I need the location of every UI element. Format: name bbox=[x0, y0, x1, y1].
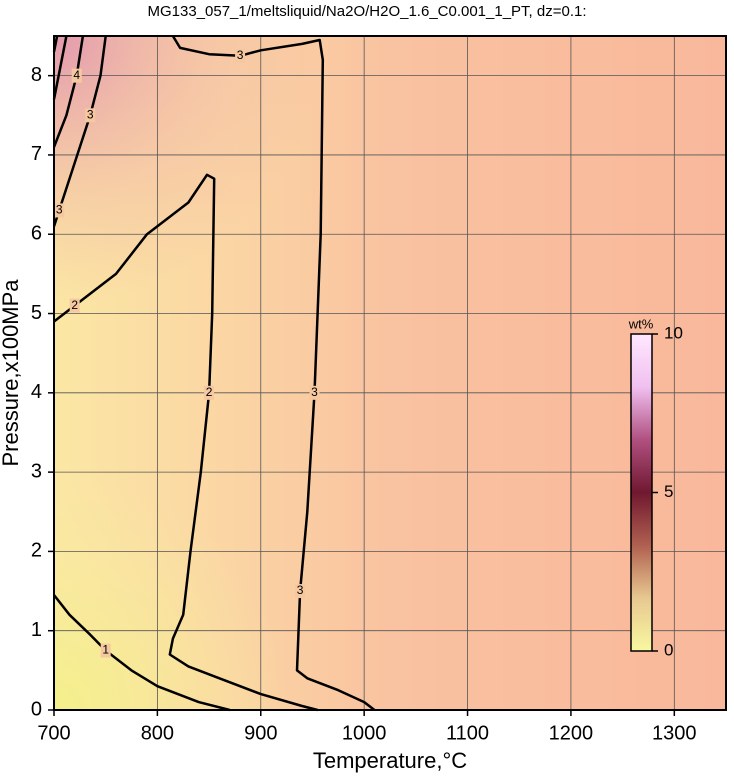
colorbar: wt% 0 5 10 bbox=[628, 316, 683, 659]
y-tick-label: 6 bbox=[31, 223, 42, 245]
y-tick-label: 1 bbox=[31, 619, 42, 641]
contour-label: 4 bbox=[73, 68, 80, 82]
contour-label-bg bbox=[309, 385, 320, 400]
y-tick-label: 8 bbox=[31, 64, 42, 86]
contour-line bbox=[52, 35, 85, 148]
contour-label-bg bbox=[85, 108, 96, 123]
colorbar-tick-label: 5 bbox=[664, 482, 673, 501]
contour-label: 3 bbox=[237, 48, 244, 62]
colorbar-tick-label: 0 bbox=[664, 640, 673, 659]
contour-label: 2 bbox=[206, 385, 213, 399]
plot-frame bbox=[53, 35, 727, 711]
x-tick-label: 800 bbox=[141, 722, 174, 744]
contour-label: 3 bbox=[56, 203, 63, 217]
contour-line bbox=[171, 35, 376, 711]
contour-label: 3 bbox=[311, 385, 318, 399]
x-tick-label: 900 bbox=[244, 722, 277, 744]
y-tick-label: 3 bbox=[31, 460, 42, 482]
contour-label-bg bbox=[235, 48, 246, 63]
x-tick-label: 1100 bbox=[446, 722, 489, 744]
x-tick-label: 1200 bbox=[549, 722, 594, 744]
contour-field bbox=[54, 36, 726, 710]
y-tick-label: 2 bbox=[31, 540, 42, 562]
x-tick-label: 700 bbox=[37, 722, 70, 744]
contour-label: 1 bbox=[102, 643, 109, 657]
y-axis-label: Pressure,x100MPa bbox=[0, 279, 23, 467]
contour-line bbox=[53, 594, 231, 712]
contour-label-bg bbox=[71, 68, 82, 83]
contour-line bbox=[52, 35, 68, 100]
contours: 1 2 2 3 3 3 3 3 4 bbox=[52, 35, 376, 712]
contour-label: 3 bbox=[87, 107, 94, 121]
contour-label-bg bbox=[295, 584, 306, 599]
contour-line bbox=[53, 173, 318, 712]
x-tick-label: 1000 bbox=[342, 722, 387, 744]
colorbar-tick-label: 10 bbox=[664, 323, 683, 342]
contour-label-bg bbox=[100, 643, 111, 658]
contour-label: 3 bbox=[297, 583, 304, 597]
x-tick-label: 1300 bbox=[652, 722, 697, 744]
contour-label-bg bbox=[54, 203, 65, 218]
y-tick-label: 5 bbox=[31, 302, 42, 324]
contour-label-bg bbox=[204, 385, 215, 400]
y-tick-label: 7 bbox=[31, 143, 42, 165]
y-tick-label: 0 bbox=[31, 698, 42, 720]
chart-title: MG133_057_1/meltsliquid/Na2O/H2O_1.6_C0.… bbox=[147, 3, 586, 20]
colorbar-label: wt% bbox=[628, 316, 654, 331]
colorbar-scale bbox=[630, 333, 653, 652]
contour-label-bg bbox=[69, 298, 80, 313]
contour-label: 2 bbox=[71, 298, 78, 312]
x-axis-label: Temperature,°C bbox=[313, 748, 467, 773]
y-tick-label: 4 bbox=[31, 381, 42, 403]
